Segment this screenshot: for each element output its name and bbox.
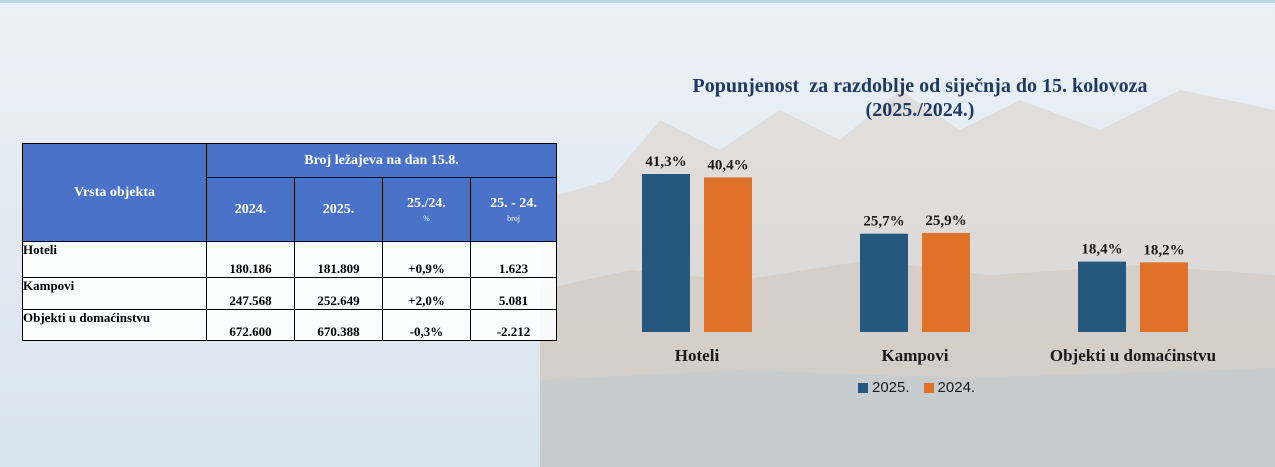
- category-label: Kampovi: [881, 346, 948, 365]
- table-cell: +0,9%: [382, 241, 471, 278]
- data-label: 40,4%: [707, 157, 748, 173]
- legend-item: 2025.: [858, 379, 910, 396]
- header-col-2025: 2025.: [294, 177, 383, 242]
- chart-title: Popunjenost za razdoblje od siječnja do …: [692, 75, 1148, 97]
- legend-label: 2024.: [937, 379, 976, 396]
- bar-2024: [922, 232, 970, 332]
- data-label: 18,4%: [1081, 242, 1122, 258]
- header-col-diff-unit: broj: [507, 214, 520, 223]
- header-col-diff: 25. - 24. broj: [469, 177, 558, 242]
- header-col-pct-unit: %: [423, 214, 430, 223]
- row-name-kampovi: Kampovi: [22, 277, 207, 310]
- header-broj-lezajeva: Broj ležajeva na dan 15.8.: [205, 143, 558, 178]
- header-col-2024: 2024.: [206, 177, 295, 242]
- data-label: 25,9%: [925, 213, 966, 229]
- table-cell: 247.568: [206, 277, 295, 310]
- top-border-line: [0, 0, 1275, 3]
- chart-subtitle: (2025./2024.): [865, 99, 975, 121]
- category-label: Objekti u domaćinstvu: [1050, 346, 1216, 365]
- table-row: Kampovi 247.568 252.649 +2,0% 5.081: [22, 277, 558, 310]
- row-name-objekti: Objekti u domaćinstvu: [22, 309, 207, 341]
- legend-label: 2025.: [872, 379, 910, 396]
- table-cell: +2,0%: [382, 277, 471, 310]
- legend-item: 2024.: [923, 379, 976, 396]
- chart-legend: 2025. 2024.: [858, 379, 989, 396]
- row-name-hoteli: Hoteli: [22, 241, 207, 278]
- table-cell: 180.186: [206, 241, 295, 278]
- table-cell: 1.623: [469, 241, 558, 278]
- data-label: 25,7%: [863, 214, 904, 230]
- bar-2025: [642, 174, 690, 332]
- table-cell: -2.212: [469, 309, 558, 341]
- header-col-pct: 25./24.%: [382, 177, 471, 242]
- bar-2024: [1140, 262, 1188, 332]
- table-cell: 5.081: [469, 277, 558, 310]
- table-cell: 670.388: [294, 309, 383, 341]
- chart-title-block: Popunjenost za razdoblje od siječnja do …: [560, 74, 1275, 122]
- occupancy-bar-chart: 41,3% 40,4% Hoteli 25,7% 25,9% Kampovi 18,4% 18…: [590, 154, 1260, 365]
- legend-swatch: [858, 382, 868, 393]
- beds-table: Vrsta objekta Broj ležajeva na dan 15.8.…: [22, 143, 558, 341]
- bar-2024: [704, 177, 752, 332]
- data-label: 41,3%: [645, 154, 686, 170]
- category-label: Hoteli: [675, 346, 720, 365]
- table-row: Objekti u domaćinstvu 672.600 670.388 -0…: [22, 309, 558, 341]
- table-cell: 181.809: [294, 241, 383, 278]
- table-cell: -0,3%: [382, 309, 471, 341]
- table-cell: 672.600: [206, 309, 295, 341]
- header-vrsta-objekta: Vrsta objekta: [22, 143, 207, 242]
- bar-2025: [1078, 261, 1126, 332]
- data-label: 18,2%: [1143, 242, 1184, 258]
- bar-2025: [860, 233, 908, 332]
- table-row: Hoteli 180.186 181.809 +0,9% 1.623: [22, 241, 558, 278]
- legend-swatch: [923, 382, 934, 393]
- table-cell: 252.649: [294, 277, 383, 310]
